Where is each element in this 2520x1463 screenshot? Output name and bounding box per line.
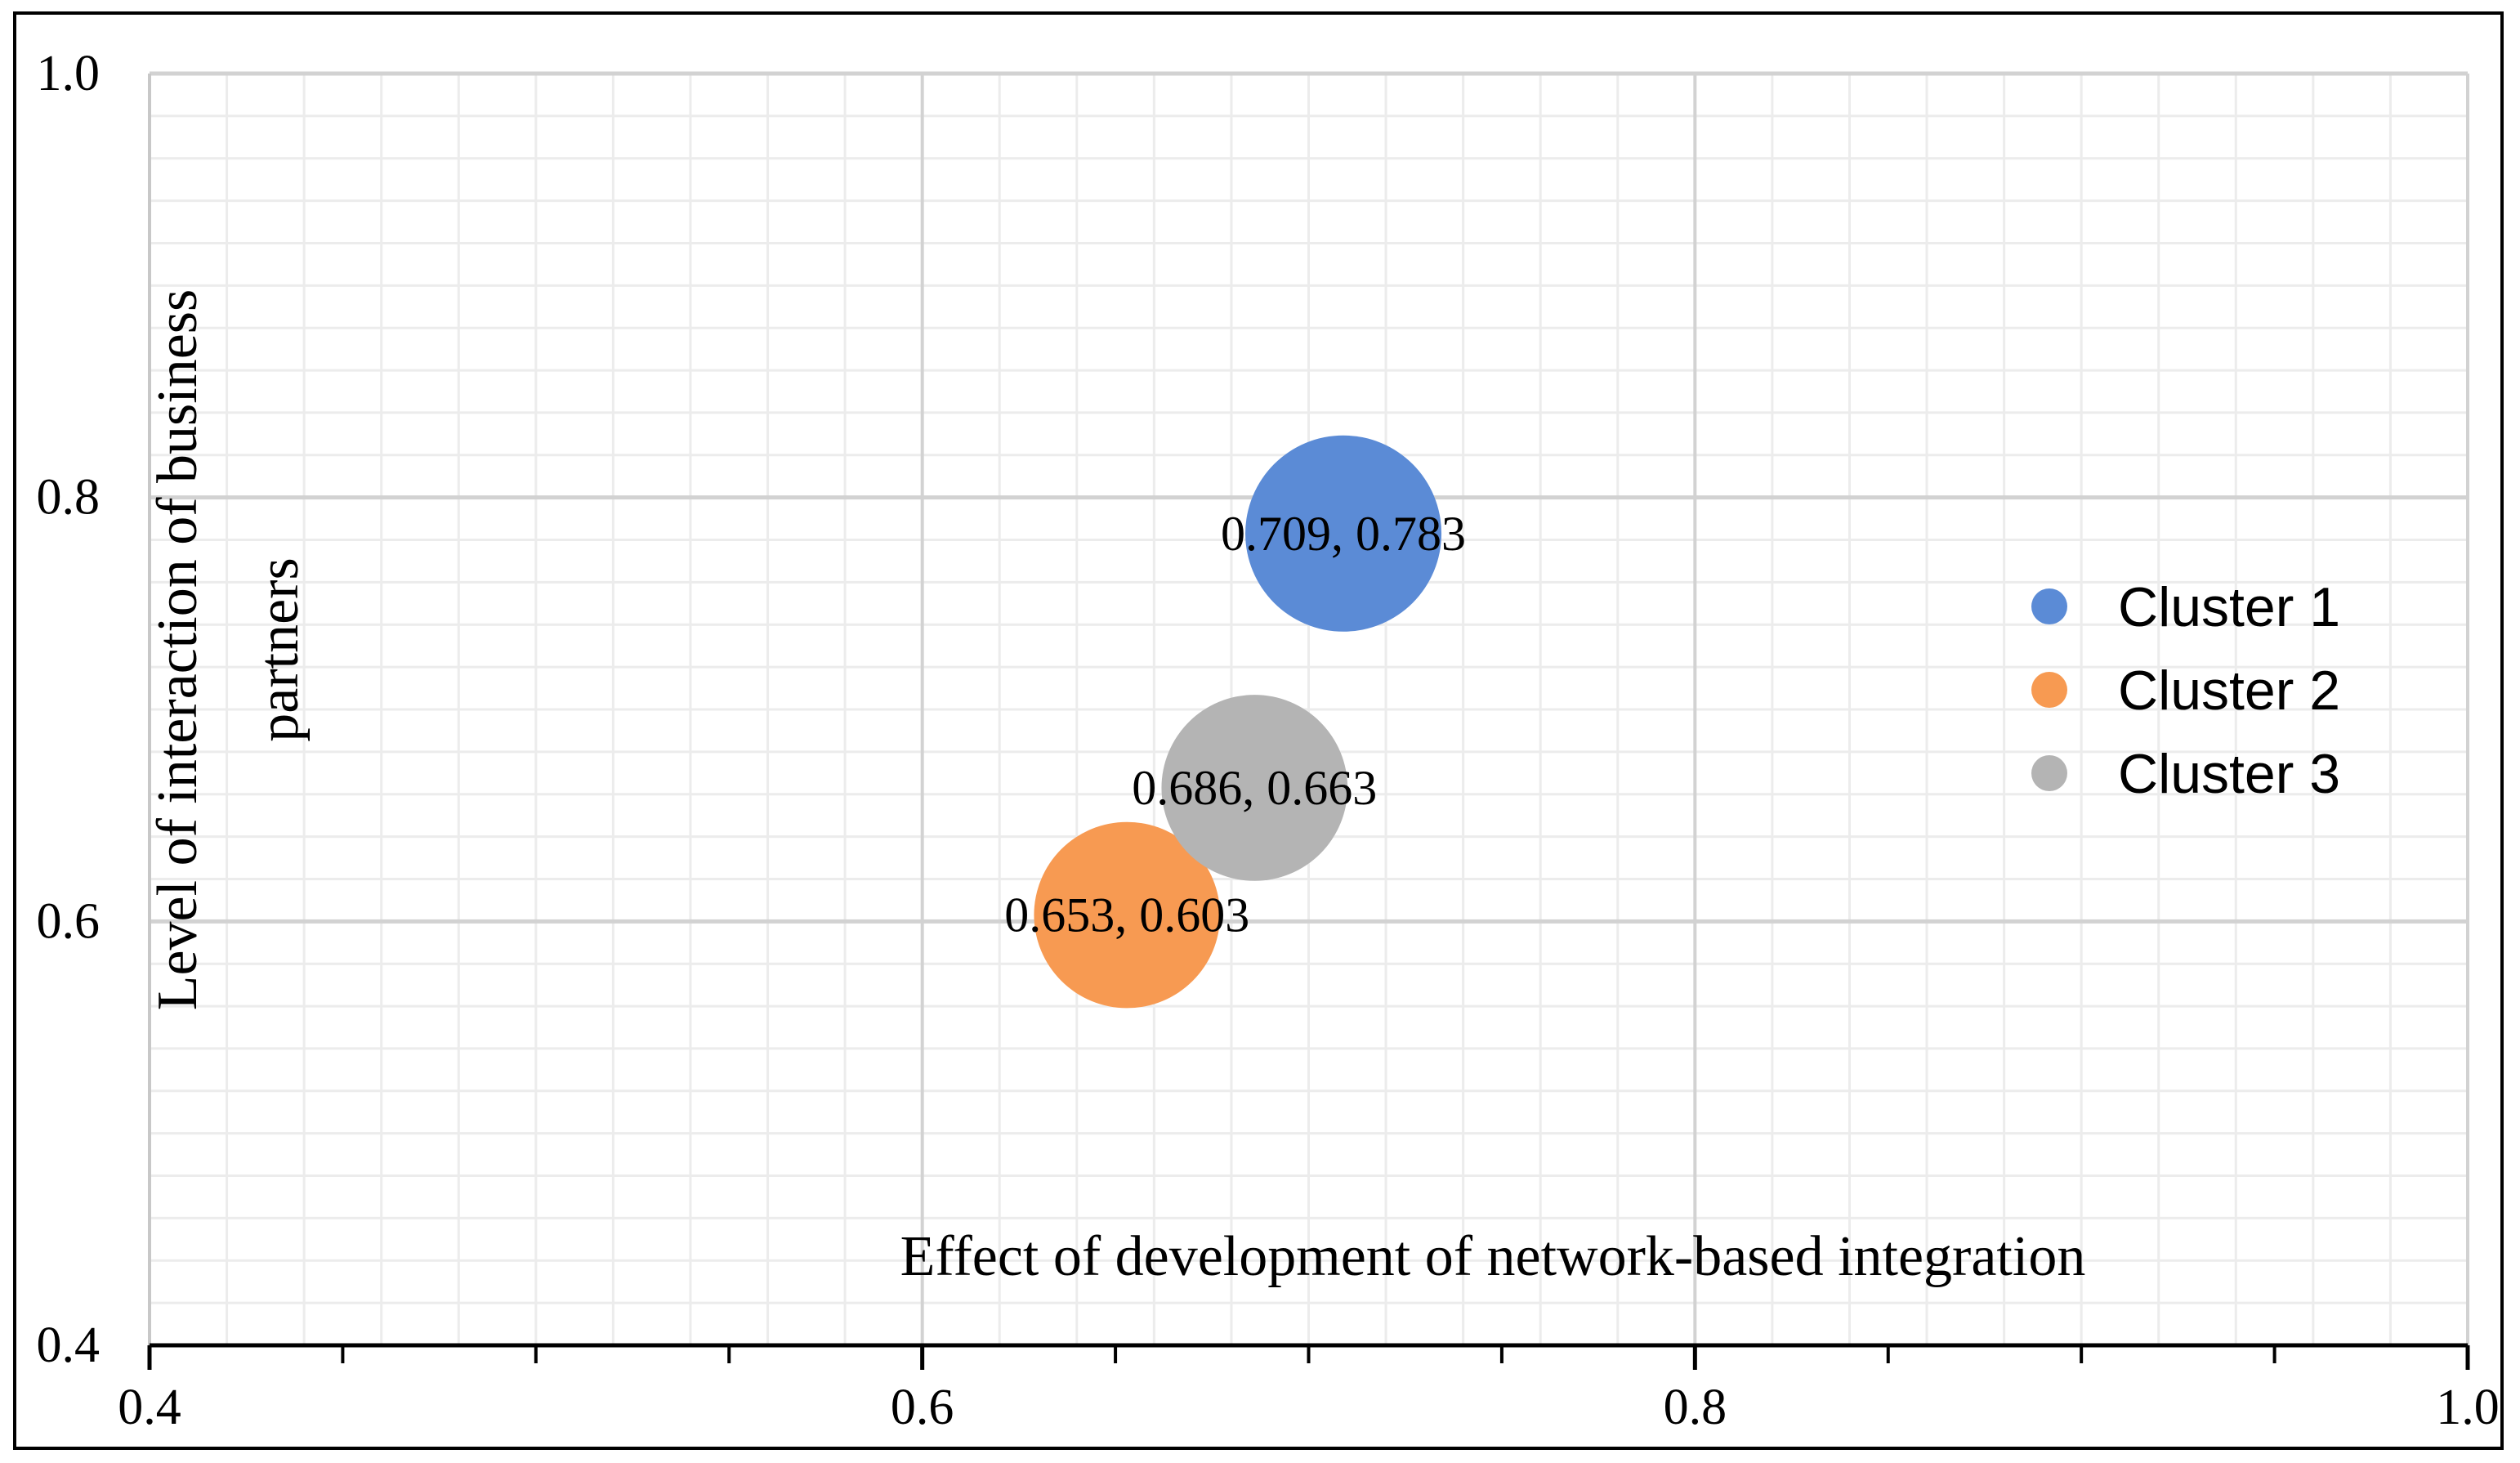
- data-label-cluster-1: 0.709, 0.783: [1221, 507, 1466, 561]
- legend: Cluster 1 Cluster 2 Cluster 3: [2031, 576, 2340, 805]
- x-tick-label: 0.8: [1664, 1380, 1727, 1435]
- y-tick-label: 1.0: [37, 46, 101, 101]
- bubble-cluster-2: [1034, 821, 1221, 1009]
- legend-label-cluster-1: Cluster 1: [2118, 576, 2340, 638]
- x-tick-label: 0.6: [891, 1380, 954, 1435]
- x-tick-label: 0.4: [118, 1380, 181, 1435]
- legend-marker-cluster-2: [2031, 672, 2067, 708]
- data-label-cluster-2: 0.653, 0.603: [1004, 888, 1249, 942]
- major-gridlines: [150, 71, 2469, 1345]
- bubble-cluster-3: [1161, 695, 1348, 881]
- legend-label-cluster-3: Cluster 3: [2118, 743, 2340, 805]
- y-axis-title-line: partners: [248, 557, 311, 741]
- y-tick-label: 0.6: [37, 893, 101, 949]
- data-labels: 0.709, 0.783 0.653, 0.603 0.686, 0.663: [1004, 507, 1466, 942]
- y-axis-title: Level of interaction of business partners: [146, 289, 311, 1011]
- bubbles: [1034, 435, 1442, 1009]
- bubble-cluster-1: [1245, 435, 1442, 632]
- data-label-cluster-3: 0.686, 0.663: [1132, 761, 1377, 815]
- y-tick-label: 0.8: [37, 470, 101, 526]
- legend-marker-cluster-3: [2031, 755, 2067, 791]
- legend-label-cluster-2: Cluster 2: [2118, 660, 2340, 722]
- y-axis-title-line: Level of interaction of business: [146, 289, 209, 1011]
- x-tick-label: 1.0: [2436, 1380, 2500, 1435]
- x-axis-title: Effect of development of network-based i…: [900, 1225, 2086, 1288]
- legend-marker-cluster-1: [2031, 588, 2067, 624]
- x-axis-ticks: 0.4 0.6 0.8 1.0 0.4 0.6 0.8 1.0: [37, 46, 2500, 1435]
- y-tick-label: 0.4: [37, 1318, 101, 1373]
